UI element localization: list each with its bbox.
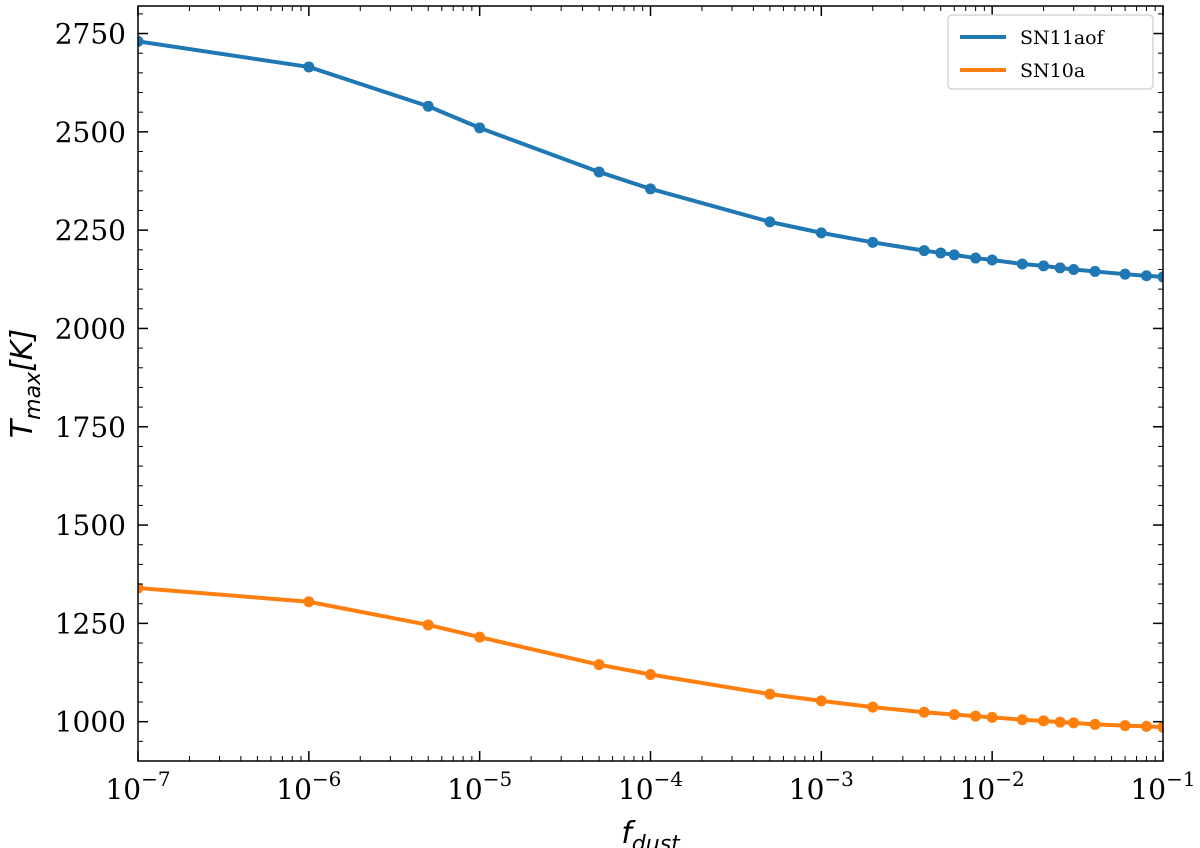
x-tick-base: 10 — [789, 773, 825, 806]
x-tick-label: 10−4 — [618, 767, 683, 806]
data-point — [1054, 262, 1066, 274]
data-point — [970, 710, 982, 722]
series-SN10a — [138, 582, 1163, 733]
x-tick-exponent: −7 — [141, 767, 170, 791]
data-point — [1016, 714, 1028, 726]
data-point — [1038, 260, 1050, 272]
data-point — [1068, 263, 1080, 275]
data-point — [138, 582, 144, 594]
data-point — [1140, 720, 1152, 732]
x-tick-exponent: −2 — [995, 767, 1024, 791]
data-point — [593, 166, 605, 178]
y-tick-label: 1500 — [55, 509, 126, 542]
data-point — [815, 695, 827, 707]
data-point — [1038, 715, 1050, 727]
y-tick-label: 1750 — [55, 411, 126, 444]
data-point — [303, 61, 315, 73]
data-point — [970, 252, 982, 264]
data-point — [1089, 718, 1101, 730]
y-tick-label: 2500 — [55, 116, 126, 149]
x-tick-label: 10−5 — [447, 767, 512, 806]
data-point — [986, 711, 998, 723]
data-point — [1119, 720, 1131, 732]
data-point — [764, 216, 776, 228]
axes-layer — [137, 5, 1164, 762]
data-point — [1157, 721, 1163, 733]
data-point — [474, 631, 486, 643]
x-tick-label: 10−2 — [960, 767, 1025, 806]
data-point — [1054, 716, 1066, 728]
series-SN11aof — [138, 35, 1163, 283]
series-line — [138, 39, 1163, 279]
x-tick-base: 10 — [960, 773, 996, 806]
data-point — [474, 122, 486, 134]
x-tick-exponent: −6 — [312, 767, 341, 791]
x-tick-exponent: −5 — [483, 767, 512, 791]
data-point — [422, 100, 434, 112]
series-layer — [138, 35, 1163, 733]
x-tick-base: 10 — [618, 773, 654, 806]
data-point — [593, 659, 605, 671]
data-point — [1140, 270, 1152, 282]
data-point — [986, 254, 998, 266]
y-label-sub: max — [21, 371, 46, 420]
x-tick-exponent: −3 — [824, 767, 853, 791]
y-label-unit: [K] — [5, 329, 40, 372]
data-point — [303, 596, 315, 608]
y-label-main: T — [5, 417, 40, 438]
plot-frame — [137, 5, 1164, 762]
y-tick-label: 2750 — [55, 18, 126, 51]
legend-label: SN10a — [1020, 60, 1085, 82]
x-label-sub: dust — [632, 832, 681, 848]
x-tick-exponent: −1 — [1166, 767, 1195, 791]
data-point — [867, 701, 879, 713]
x-tick-label: 10−1 — [1130, 767, 1195, 806]
data-point — [815, 227, 827, 239]
x-tick-exponent: −4 — [654, 767, 683, 791]
legend-label: SN11aof — [1020, 27, 1106, 49]
legend: SN11aof SN10a — [947, 14, 1154, 90]
y-tick-label: 1250 — [55, 607, 126, 640]
y-tick-label: 2000 — [55, 312, 126, 345]
y-tick-label: 2250 — [55, 214, 126, 247]
data-point — [1119, 268, 1131, 280]
x-tick-label: 10−3 — [789, 767, 854, 806]
data-point — [948, 709, 960, 721]
data-point — [918, 245, 930, 257]
data-point — [1068, 717, 1080, 729]
x-tick-label: 10−6 — [276, 767, 341, 806]
x-tick-base: 10 — [447, 773, 483, 806]
series-line — [138, 585, 1163, 730]
x-axis-label: fdust — [621, 816, 681, 848]
data-point — [918, 706, 930, 718]
data-point — [1016, 258, 1028, 270]
x-tick-base: 10 — [276, 773, 312, 806]
y-axis-label: Tmax[K] — [5, 329, 46, 438]
data-point — [645, 668, 656, 680]
data-point — [935, 247, 947, 259]
y-tick-label: 1000 — [55, 706, 126, 739]
data-point — [422, 619, 434, 631]
data-point — [1089, 265, 1101, 277]
data-point — [764, 688, 776, 700]
x-tick-base: 10 — [105, 773, 141, 806]
data-point — [948, 249, 960, 261]
data-point — [138, 35, 144, 47]
x-tick-base: 10 — [1130, 773, 1166, 806]
data-point — [645, 183, 656, 195]
data-point — [867, 236, 879, 248]
data-point — [1157, 271, 1163, 283]
x-tick-label: 10−7 — [105, 767, 170, 806]
